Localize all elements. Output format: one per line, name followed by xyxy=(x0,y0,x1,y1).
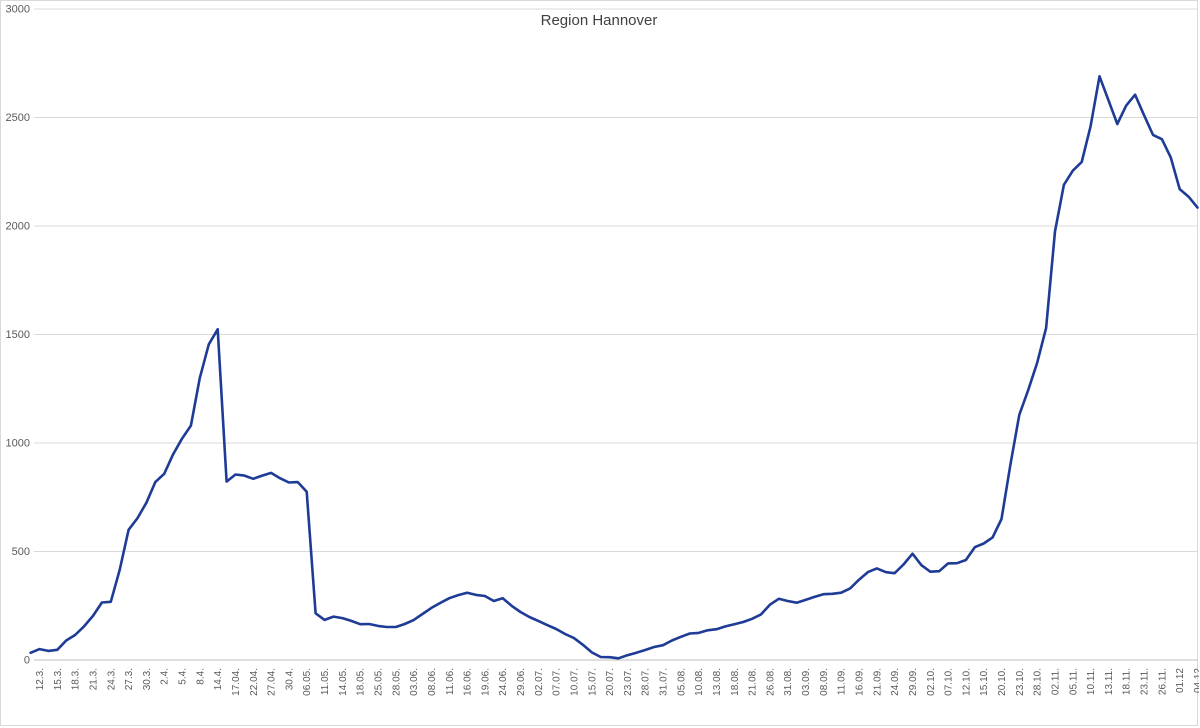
y-tick-label: 3000 xyxy=(6,4,30,16)
x-tick-label: 29.06. xyxy=(516,668,527,696)
x-tick-label: 31.08. xyxy=(783,668,794,696)
x-tick-label: 08.09. xyxy=(819,668,830,696)
x-tick-label: 8.4. xyxy=(195,668,206,685)
x-tick-label: 14.4. xyxy=(213,668,224,690)
x-tick-label: 20.10. xyxy=(997,668,1008,696)
x-tick-label: 05.08. xyxy=(676,668,687,696)
x-tick-label: 15.3. xyxy=(53,668,64,690)
x-tick-label: 10.08. xyxy=(694,668,705,696)
x-tick-label: 13.11. xyxy=(1104,668,1115,695)
x-tick-label: 03.06. xyxy=(409,668,420,696)
x-tick-label: 2.4. xyxy=(160,668,171,685)
x-tick-label: 01.12 xyxy=(1175,668,1186,693)
x-tick-label: 19.06. xyxy=(480,668,491,696)
x-tick-label: 12.10. xyxy=(961,668,972,696)
x-tick-label: 28.07. xyxy=(641,668,652,696)
x-tick-label: 16.06. xyxy=(463,668,474,696)
x-tick-label: 5.4. xyxy=(178,668,189,685)
y-tick-label: 2500 xyxy=(6,112,30,124)
x-tick-label: 21.3. xyxy=(88,668,99,690)
x-tick-label: 28.10. xyxy=(1033,668,1044,696)
x-tick-label: 18.3. xyxy=(71,668,82,690)
x-tick-label: 11.06. xyxy=(445,668,456,695)
data-series-line xyxy=(29,75,1199,660)
x-tick-label: 02.11. xyxy=(1050,668,1061,695)
x-tick-label: 10.11. xyxy=(1086,668,1097,695)
x-tick-label: 11.05. xyxy=(320,668,331,695)
y-tick-label: 1000 xyxy=(6,438,30,450)
x-tick-label: 07.10. xyxy=(944,668,955,696)
x-tick-label: 16.09. xyxy=(855,668,866,696)
x-tick-label: 08.06. xyxy=(427,668,438,696)
x-tick-label: 22.04. xyxy=(249,668,260,696)
x-tick-label: 07.07. xyxy=(552,668,563,696)
x-tick-label: 23.11. xyxy=(1140,668,1151,695)
y-tick-label: 0 xyxy=(24,655,30,667)
x-tick-label: 04.12 xyxy=(1193,668,1199,693)
y-tick-label: 500 xyxy=(12,546,30,558)
x-tick-label: 13.08. xyxy=(712,668,723,696)
x-tick-label: 24.06. xyxy=(498,668,509,696)
x-tick-label: 10.07. xyxy=(569,668,580,696)
x-tick-label: 26.11. xyxy=(1157,668,1168,695)
x-tick-label: 23.07. xyxy=(623,668,634,696)
x-tick-label: 21.08. xyxy=(748,668,759,696)
x-tick-label: 30.3. xyxy=(142,668,153,690)
x-tick-label: 06.05. xyxy=(302,668,313,696)
x-tick-label: 03.09. xyxy=(801,668,812,696)
x-tick-label: 28.05. xyxy=(391,668,402,696)
x-tick-label: 27.3. xyxy=(124,668,135,690)
x-tick-label: 14.05. xyxy=(338,668,349,696)
x-tick-label: 15.07. xyxy=(587,668,598,696)
x-tick-label: 27.04. xyxy=(267,668,278,696)
x-tick-label: 24.09. xyxy=(890,668,901,696)
x-tick-label: 02.10. xyxy=(926,668,937,696)
x-tick-label: 30.4. xyxy=(284,668,295,690)
x-tick-label: 15.10. xyxy=(979,668,990,696)
x-tick-label: 02.07. xyxy=(534,668,545,696)
x-tick-label: 12.3. xyxy=(35,668,46,690)
y-tick-label: 2000 xyxy=(6,221,30,233)
chart-title: Region Hannover xyxy=(541,12,658,29)
y-tick-label: 1500 xyxy=(6,329,30,341)
x-tick-label: 05.11. xyxy=(1068,668,1079,695)
x-tick-label: 26.08. xyxy=(765,668,776,696)
x-tick-label: 31.07. xyxy=(659,668,670,696)
x-tick-label: 21.09. xyxy=(872,668,883,696)
x-tick-label: 18.05. xyxy=(356,668,367,696)
x-tick-label: 20.07. xyxy=(605,668,616,696)
x-tick-label: 18.08. xyxy=(730,668,741,696)
x-tick-label: 29.09. xyxy=(908,668,919,696)
x-tick-label: 24.3. xyxy=(106,668,117,690)
x-axis-tick-labels: 12.3. 15.3. 18.3. 21.3. 24.3. 27.3. 30.3. 2.4. 5… xyxy=(35,668,1199,696)
x-tick-label: 25.05. xyxy=(373,668,384,696)
x-tick-label: 17.04. xyxy=(231,668,242,696)
y-axis-tick-labels: 0 500 1000 1500 2000 2500 3000 xyxy=(6,4,30,667)
gridlines xyxy=(34,8,1198,661)
x-tick-label: 18.11. xyxy=(1122,668,1133,695)
x-tick-label: 11.09. xyxy=(837,668,848,695)
x-tick-label: 23.10. xyxy=(1015,668,1026,696)
